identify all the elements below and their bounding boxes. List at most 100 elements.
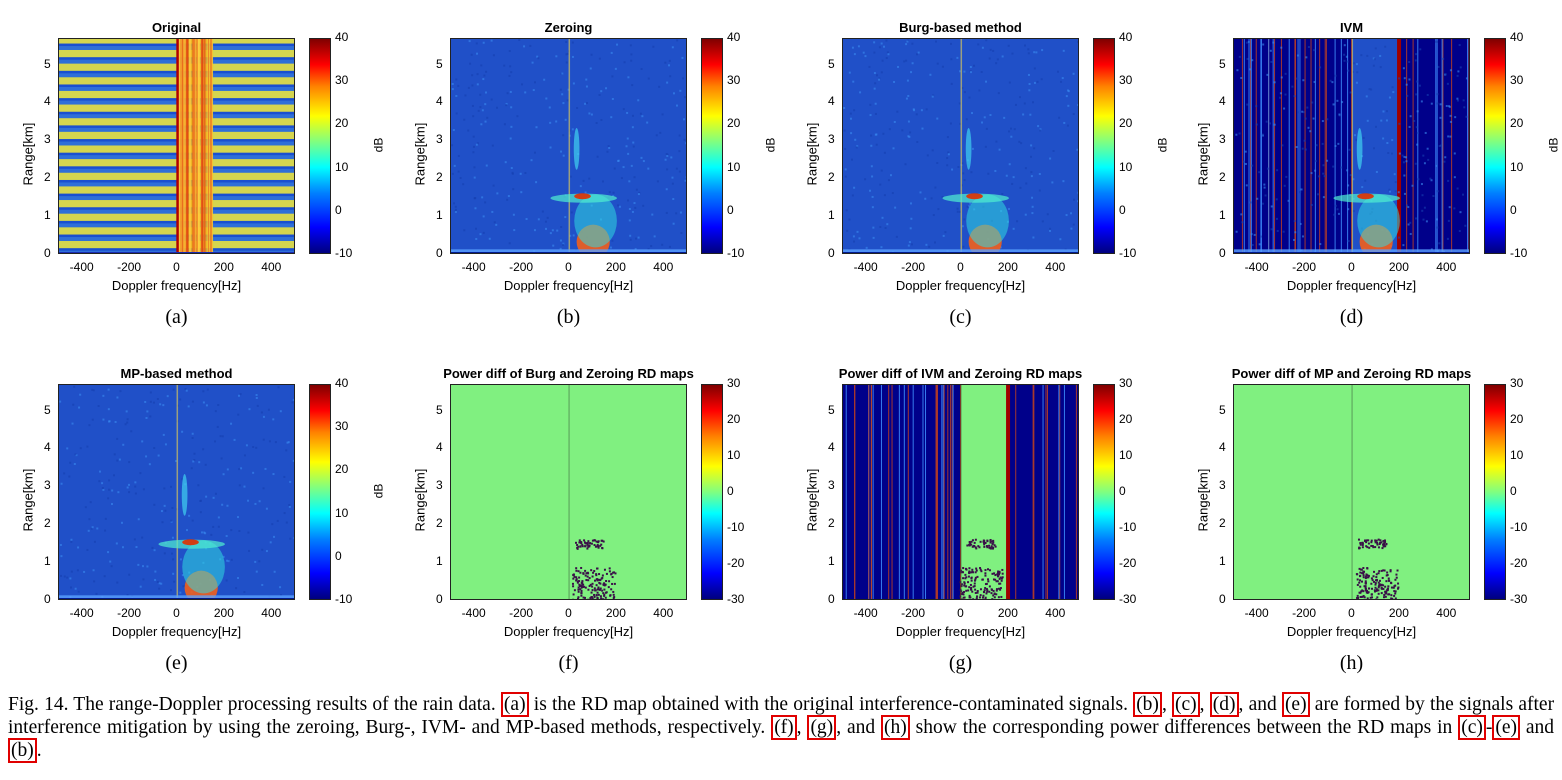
- ivm-artifact-line: [1260, 39, 1262, 253]
- zero-doppler-line: [176, 39, 179, 253]
- y-tick-label: 5: [44, 56, 51, 71]
- noise-speckle: [1394, 181, 1397, 184]
- noise-speckle: [1031, 212, 1034, 215]
- noise-speckle: [647, 248, 650, 251]
- noise-speckle: [944, 231, 947, 234]
- diff-dot: [992, 541, 995, 544]
- x-tick-label: -200: [117, 260, 142, 274]
- noise-speckle: [1370, 88, 1373, 91]
- noise-speckle: [181, 478, 184, 481]
- noise-speckle: [1039, 129, 1042, 132]
- noise-speckle: [936, 117, 939, 120]
- diff-dot: [971, 590, 974, 593]
- noise-speckle: [1062, 49, 1065, 52]
- noise-speckle: [256, 404, 259, 407]
- diff-dot: [998, 571, 1001, 574]
- caption-ref-b2[interactable]: (b): [8, 738, 37, 763]
- noise-speckle: [490, 39, 493, 42]
- noise-speckle: [86, 548, 89, 551]
- noise-speckle: [1388, 96, 1391, 99]
- noise-speckle: [272, 473, 275, 476]
- colorbar-tick-label: 40: [335, 30, 349, 44]
- diff-dot: [1356, 583, 1359, 586]
- noise-speckle: [66, 576, 69, 579]
- diff-dot: [1362, 570, 1365, 573]
- caption-ref-a[interactable]: (a): [500, 692, 529, 717]
- noise-speckle: [570, 211, 573, 214]
- zero-doppler-line: [1351, 385, 1353, 599]
- diff-dot: [1359, 579, 1362, 582]
- y-axis-label: Range[km]: [1195, 122, 1211, 186]
- noise-speckle: [910, 217, 913, 220]
- ivm-artifact-line: [935, 385, 937, 599]
- noise-speckle: [1407, 223, 1410, 226]
- rd-map-canvas: [451, 39, 686, 253]
- caption-ref-e2[interactable]: (e): [1492, 715, 1521, 740]
- noise-speckle: [851, 46, 854, 49]
- diff-dot: [968, 596, 971, 599]
- noise-speckle: [1366, 119, 1369, 122]
- noise-speckle: [128, 573, 131, 576]
- noise-speckle: [909, 202, 912, 205]
- diff-dot: [979, 566, 982, 569]
- noise-speckle: [1403, 174, 1406, 177]
- diff-dot: [578, 541, 581, 544]
- noise-speckle: [467, 129, 470, 132]
- diff-dot: [1383, 542, 1386, 545]
- zero-doppler-line: [568, 39, 571, 253]
- caption-ref-b[interactable]: (b): [1133, 692, 1162, 717]
- noise-speckle: [181, 574, 184, 577]
- y-tick-label: 4: [436, 94, 443, 109]
- diff-dot: [1358, 581, 1361, 584]
- noise-speckle: [1317, 175, 1320, 178]
- noise-speckle: [261, 583, 264, 586]
- y-tick-label: 2: [44, 516, 51, 531]
- diff-dot: [589, 583, 592, 586]
- noise-speckle: [1356, 71, 1359, 74]
- noise-speckle: [873, 87, 876, 90]
- noise-speckle: [886, 223, 889, 226]
- noise-speckle: [63, 575, 66, 578]
- noise-speckle: [148, 463, 151, 466]
- diff-dot: [963, 584, 966, 587]
- noise-speckle: [134, 485, 137, 488]
- colorbar-unit-label: dB: [763, 137, 778, 153]
- clutter-line: [210, 39, 212, 253]
- noise-speckle: [1307, 126, 1310, 129]
- diff-dot: [1370, 593, 1373, 596]
- noise-speckle: [1313, 80, 1316, 83]
- diff-dot: [1378, 579, 1381, 582]
- caption-ref-c[interactable]: (c): [1172, 692, 1200, 717]
- caption-ref-g2[interactable]: (g): [807, 715, 837, 740]
- caption-ref-f2[interactable]: (f): [771, 715, 797, 740]
- caption-ref-e[interactable]: (e): [1281, 692, 1310, 717]
- caption-ref-h2[interactable]: (h): [881, 715, 910, 740]
- noise-speckle: [852, 235, 855, 238]
- diff-dot: [588, 577, 591, 580]
- y-tick-label: 5: [1219, 402, 1226, 417]
- noise-speckle: [1336, 99, 1339, 102]
- noise-speckle: [611, 75, 614, 78]
- noise-speckle: [508, 242, 511, 245]
- ivm-artifact-line: [1274, 39, 1276, 253]
- diff-dot: [590, 569, 593, 572]
- noise-speckle: [108, 420, 111, 423]
- colorbar-unit-label: dB: [1155, 137, 1170, 153]
- noise-speckle: [1326, 159, 1329, 162]
- noise-speckle: [1313, 49, 1316, 52]
- caption-ref-c2[interactable]: (c): [1458, 715, 1486, 740]
- diff-dot: [1382, 569, 1385, 572]
- noise-speckle: [1385, 119, 1388, 122]
- ivm-artifact-line: [888, 385, 890, 599]
- noise-speckle: [476, 73, 479, 76]
- caption-ref-d[interactable]: (d): [1209, 692, 1239, 717]
- diff-dot: [987, 580, 990, 583]
- noise-speckle: [684, 179, 686, 182]
- colorbar-tick-label: -10: [1510, 246, 1528, 260]
- noise-speckle: [66, 447, 69, 450]
- noise-speckle: [851, 194, 854, 197]
- colorbar-tick-label: -20: [727, 556, 745, 570]
- noise-speckle: [571, 41, 574, 44]
- noise-speckle: [1049, 227, 1052, 230]
- noise-speckle: [629, 44, 632, 47]
